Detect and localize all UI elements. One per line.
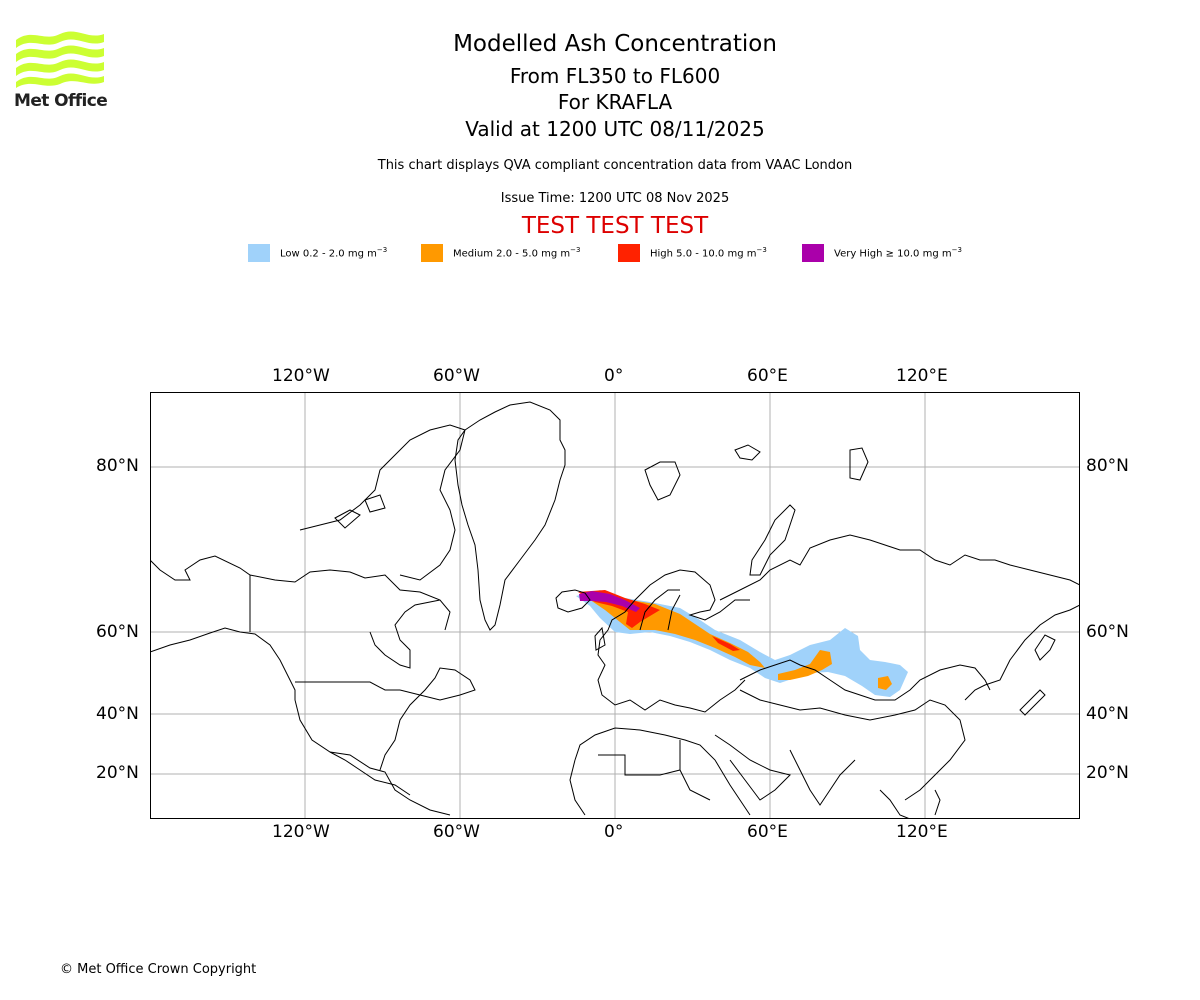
tick-bottom-60w: 60°W	[433, 822, 480, 842]
test-banner: TEST TEST TEST	[521, 213, 709, 239]
tick-right-20n: 20°N	[1086, 763, 1129, 783]
legend-swatch-very-high	[802, 244, 824, 262]
legend-unit-high: −3	[756, 246, 767, 255]
legend-unit-low: −3	[376, 246, 388, 255]
tick-left-20n: 20°N	[96, 763, 139, 783]
tick-left-60n: 60°N	[96, 622, 139, 642]
legend-label-high: High 5.0 - 10.0 mg m	[650, 248, 757, 260]
legend-unit-medium: −3	[570, 246, 581, 255]
tick-left-80n: 80°N	[96, 456, 139, 476]
tick-top-60e: 60°E	[747, 366, 788, 386]
tick-right-60n: 60°N	[1086, 622, 1129, 642]
tick-bottom-0: 0°	[604, 822, 624, 842]
chart-description: This chart displays QVA compliant concen…	[377, 158, 853, 173]
legend-item-medium: Medium 2.0 - 5.0 mg m−3	[421, 244, 580, 262]
legend-unit-very-high: −3	[951, 246, 962, 255]
tick-bottom-120w: 120°W	[272, 822, 330, 842]
legend-label-very-high: Very High ≥ 10.0 mg m	[834, 248, 952, 260]
tick-top-120w: 120°W	[272, 366, 330, 386]
tick-bottom-120e: 120°E	[896, 822, 948, 842]
legend-swatch-low	[248, 244, 270, 262]
legend-swatch-high	[618, 244, 640, 262]
tick-left-40n: 40°N	[96, 704, 139, 724]
tick-right-80n: 80°N	[1086, 456, 1129, 476]
tick-top-0: 0°	[604, 366, 624, 386]
legend-swatch-medium	[421, 244, 443, 262]
issue-time: Issue Time: 1200 UTC 08 Nov 2025	[500, 191, 730, 206]
coastlines	[150, 401, 1080, 819]
met-office-logo-text: Met Office	[14, 91, 108, 111]
legend-label-low: Low 0.2 - 2.0 mg m	[280, 248, 377, 260]
copyright-notice: © Met Office Crown Copyright	[60, 962, 257, 977]
chart-title: Modelled Ash Concentration	[453, 31, 777, 57]
ash-plume-very-high	[579, 591, 640, 612]
legend-item-high: High 5.0 - 10.0 mg m−3	[618, 244, 767, 262]
tick-top-120e: 120°E	[896, 366, 948, 386]
tick-right-40n: 40°N	[1086, 704, 1129, 724]
validity-time: Valid at 1200 UTC 08/11/2025	[465, 117, 765, 141]
legend-label-medium: Medium 2.0 - 5.0 mg m	[453, 248, 571, 260]
flight-level-range: From FL350 to FL600	[509, 64, 721, 88]
legend-item-low: Low 0.2 - 2.0 mg m−3	[248, 244, 387, 262]
tick-top-60w: 60°W	[433, 366, 480, 386]
volcano-name: For KRAFLA	[557, 90, 673, 114]
met-office-wave-logo-icon	[16, 31, 104, 88]
legend-item-very-high: Very High ≥ 10.0 mg m−3	[802, 244, 962, 262]
tick-bottom-60e: 60°E	[747, 822, 788, 842]
map-frame	[150, 392, 1080, 819]
